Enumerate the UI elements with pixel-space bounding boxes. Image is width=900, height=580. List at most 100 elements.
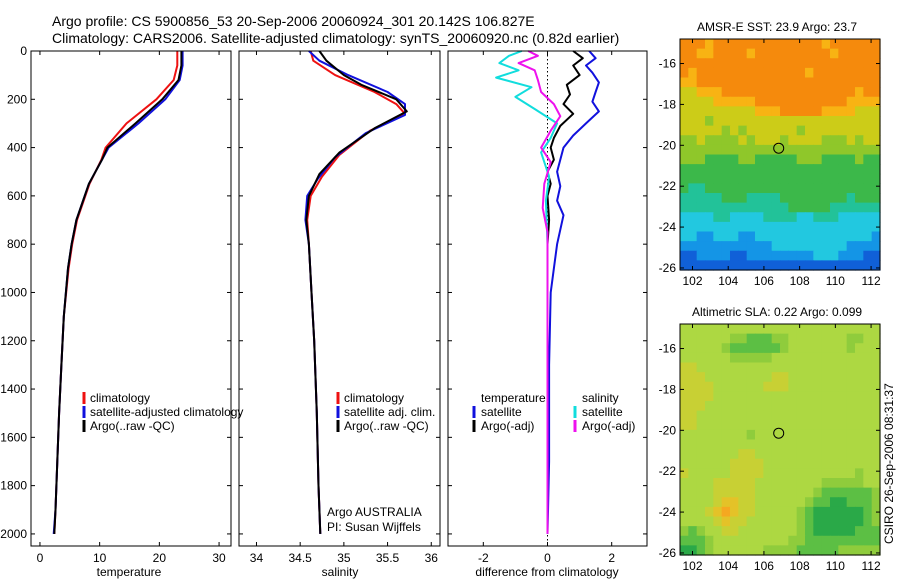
map-cell xyxy=(696,381,706,392)
map-cell xyxy=(730,439,739,450)
map-cell xyxy=(838,458,848,469)
map-cell xyxy=(738,526,748,537)
map-cell xyxy=(788,410,798,421)
map-cell xyxy=(696,39,706,50)
map-cell xyxy=(688,183,698,194)
map-cell xyxy=(696,125,706,136)
map-cell xyxy=(696,372,706,383)
map-cell xyxy=(771,333,781,344)
map-cell xyxy=(871,96,881,107)
map-cell xyxy=(696,231,706,242)
map-cell xyxy=(838,202,848,213)
map-cell xyxy=(830,125,839,136)
map-cell xyxy=(855,125,864,136)
y-tick-label: -26 xyxy=(659,261,677,275)
map-cell xyxy=(688,221,698,233)
map-cell xyxy=(821,193,831,204)
map-cell xyxy=(805,497,814,508)
map-cell xyxy=(813,420,823,431)
map-cell xyxy=(746,135,756,146)
map-cell xyxy=(713,39,723,50)
map-cell xyxy=(746,410,756,421)
map-cell xyxy=(755,545,764,556)
map-cell xyxy=(713,545,723,556)
map-cell xyxy=(696,487,706,498)
map-cell xyxy=(721,401,731,412)
legend-salinity-heading: salinity xyxy=(582,391,619,405)
map-cell xyxy=(796,333,806,344)
map-cell xyxy=(763,458,773,469)
map-cell xyxy=(680,333,689,344)
map-cell xyxy=(738,333,748,344)
map-cell xyxy=(821,48,831,59)
map-cell xyxy=(863,87,873,98)
map-cell xyxy=(721,333,731,344)
map-cell xyxy=(805,202,814,213)
map-cell xyxy=(780,526,789,537)
map-cell xyxy=(838,410,848,421)
map-cell xyxy=(713,497,723,508)
map-cell xyxy=(788,125,798,136)
map-cell xyxy=(705,87,714,98)
map-cell xyxy=(780,429,789,441)
temperature-legend: climatology satellite-adjusted climatolo… xyxy=(82,391,243,433)
map-cell xyxy=(688,144,698,156)
map-cell xyxy=(755,439,764,450)
map-cell xyxy=(771,487,781,498)
x-tick-label: 10 xyxy=(93,551,107,565)
map-cell xyxy=(705,333,714,344)
map-cell xyxy=(796,401,806,412)
map-cell xyxy=(713,535,723,546)
x-tick-label: 106 xyxy=(754,559,774,573)
y-tick-label: -26 xyxy=(659,546,677,560)
map-cell xyxy=(680,401,689,412)
map-cell xyxy=(838,506,848,518)
map-cell xyxy=(813,116,823,127)
map-cell xyxy=(805,468,814,479)
map-cell xyxy=(771,429,781,441)
map-cell xyxy=(796,221,806,233)
map-cell xyxy=(796,39,806,50)
map-cell xyxy=(755,106,764,117)
map-cell xyxy=(821,535,831,546)
map-cell xyxy=(730,193,739,204)
map-cell xyxy=(813,333,823,344)
map-cell xyxy=(730,381,739,392)
map-cell xyxy=(821,381,831,392)
map-cell xyxy=(705,231,714,242)
map-cell xyxy=(721,526,731,537)
x-tick-label: 106 xyxy=(754,274,774,288)
x-tick-label: 34 xyxy=(250,551,264,565)
map-cell xyxy=(738,449,748,460)
map-cell xyxy=(830,449,839,460)
map-cell xyxy=(813,212,823,223)
map-cell xyxy=(846,221,856,233)
map-cell xyxy=(771,478,781,489)
map-cell xyxy=(846,545,856,556)
map-cell xyxy=(838,362,848,373)
map-cell xyxy=(730,343,739,354)
map-cell xyxy=(830,87,839,98)
map-cell xyxy=(680,144,689,156)
map-cell xyxy=(746,535,756,546)
map-cell xyxy=(746,58,756,69)
map-cell xyxy=(838,487,848,498)
map-cell xyxy=(696,250,706,261)
map-cell xyxy=(705,516,714,527)
map-cell xyxy=(763,449,773,460)
map-cell xyxy=(780,125,789,136)
map-cell xyxy=(721,497,731,508)
map-cell xyxy=(763,58,773,69)
x-tick-label: 2 xyxy=(608,551,615,565)
map-cell xyxy=(730,183,739,194)
map-cell xyxy=(821,135,831,146)
map-cell xyxy=(796,458,806,469)
map-cell xyxy=(863,221,873,233)
sla-map-title: Altimetric SLA: 0.22 Argo: 0.099 xyxy=(692,305,862,319)
map-cell xyxy=(846,77,856,88)
map-cell xyxy=(713,135,723,146)
map-cell xyxy=(788,516,798,527)
map-cell xyxy=(730,135,739,146)
map-cell xyxy=(688,125,698,136)
map-cell xyxy=(863,516,873,527)
